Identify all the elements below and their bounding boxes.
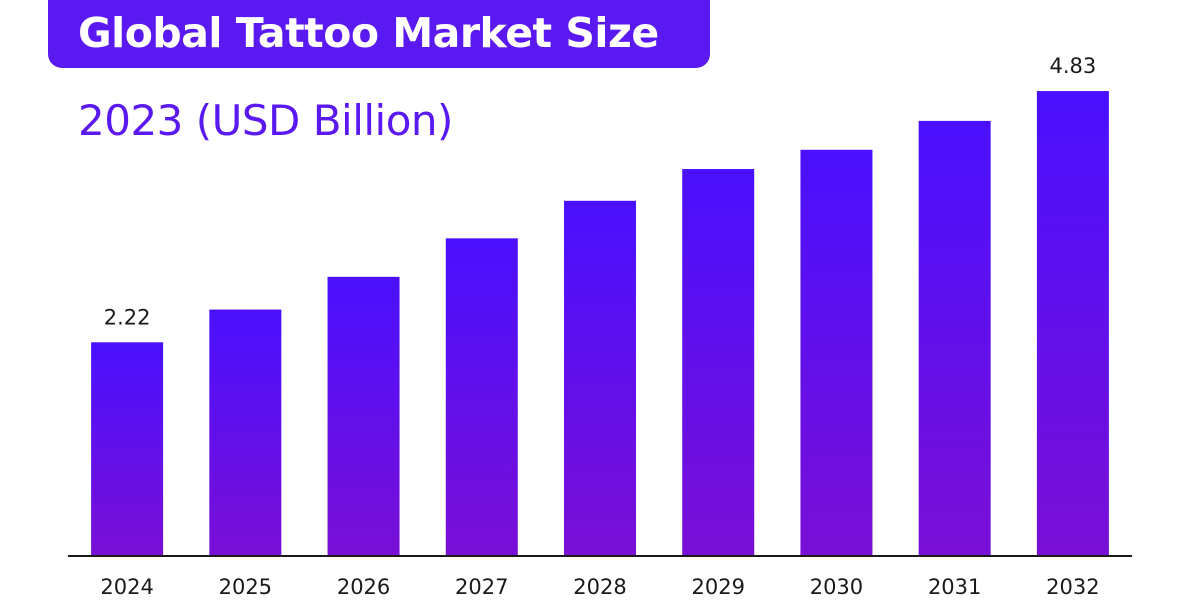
bar-2030: [800, 149, 873, 556]
x-tick-label-2027: 2027: [455, 575, 508, 599]
x-tick-label-2024: 2024: [100, 575, 153, 599]
bar-2026: [327, 276, 400, 556]
x-tick-label-2030: 2030: [810, 575, 863, 599]
bar-2024: [91, 342, 164, 556]
x-tick-label-2028: 2028: [573, 575, 626, 599]
data-label-2032: 4.83: [1050, 54, 1097, 78]
bar-2027: [445, 238, 518, 557]
title-banner: Global Tattoo Market Size: [48, 0, 710, 68]
chart-subtitle: 2023 (USD Billion): [78, 96, 453, 145]
data-label-2024: 2.22: [104, 305, 151, 329]
x-tick-label-2026: 2026: [337, 575, 390, 599]
bar-2031: [918, 120, 991, 557]
x-tick-label-2032: 2032: [1046, 575, 1099, 599]
x-tick-label-2031: 2031: [928, 575, 981, 599]
bar-2025: [209, 309, 282, 556]
bar-2028: [564, 200, 636, 557]
x-tick-label-2029: 2029: [691, 575, 744, 599]
chart-title: Global Tattoo Market Size: [78, 9, 659, 57]
bar-2029: [682, 169, 755, 557]
x-tick-label-2025: 2025: [219, 575, 272, 599]
bar-2032: [1036, 91, 1109, 556]
